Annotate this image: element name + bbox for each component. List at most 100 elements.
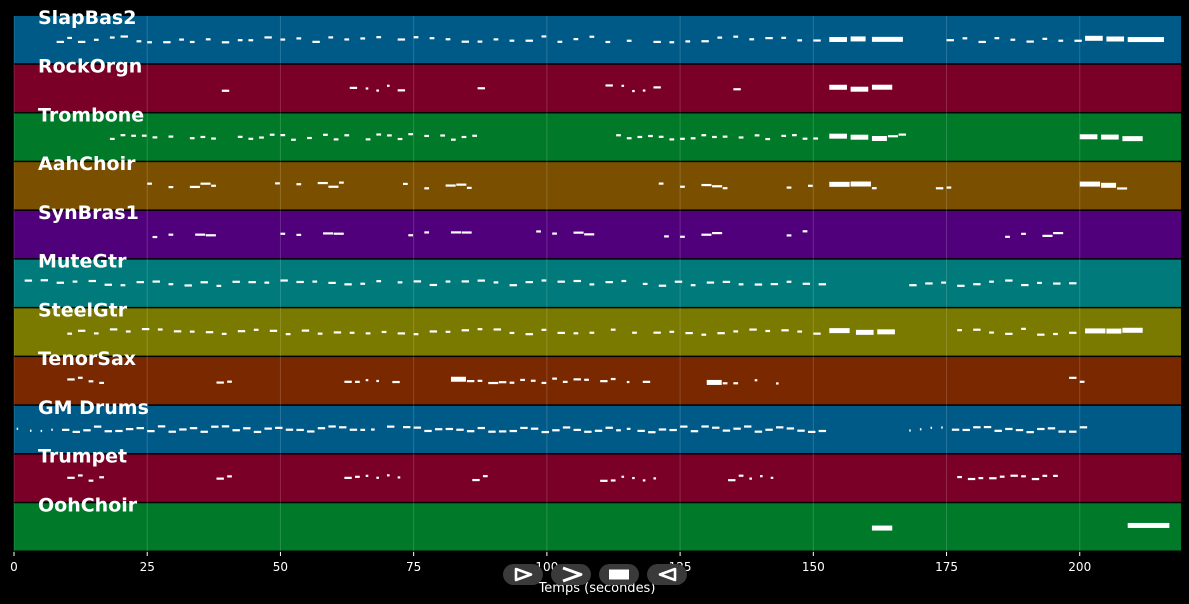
note-mark [855, 329, 874, 335]
note-mark [1053, 232, 1064, 235]
note-mark [738, 474, 744, 477]
note-mark [685, 40, 691, 43]
note-mark [403, 182, 408, 186]
note-mark [205, 234, 216, 237]
tracks-layer [14, 16, 1181, 551]
note-mark [669, 41, 675, 44]
note-mark [813, 137, 819, 140]
note-mark [461, 329, 470, 332]
note-mark [1047, 427, 1056, 430]
note-mark [248, 281, 256, 284]
note-mark [109, 36, 115, 39]
note-mark [173, 330, 182, 333]
note-mark [67, 378, 75, 381]
note-mark [216, 284, 222, 287]
note-mark [621, 84, 625, 87]
note-mark [77, 376, 83, 379]
note-mark [957, 475, 962, 479]
track-label: OohChoir [38, 494, 138, 516]
note-mark [706, 281, 715, 284]
note-mark [653, 331, 661, 334]
tick-label: 75 [406, 560, 421, 574]
note-mark [616, 134, 621, 137]
note-mark [1021, 232, 1026, 235]
track-band [14, 454, 1181, 502]
note-mark [466, 186, 472, 189]
note-mark [749, 328, 757, 331]
note-mark [179, 428, 187, 431]
note-mark [365, 474, 369, 477]
note-mark [450, 138, 456, 141]
note-mark [973, 328, 981, 331]
note-mark [653, 40, 661, 44]
note-mark [909, 429, 911, 432]
play-button[interactable] [503, 564, 543, 585]
note-mark [344, 380, 352, 383]
note-mark [248, 39, 254, 42]
note-mark [754, 134, 760, 137]
note-mark [450, 376, 466, 382]
note-mark [387, 84, 390, 87]
note-mark [211, 184, 216, 187]
rewind-button[interactable] [647, 564, 687, 585]
note-mark [802, 137, 808, 140]
stop-button[interactable] [599, 564, 639, 585]
note-mark [397, 281, 403, 284]
note-mark [1053, 474, 1058, 477]
note-mark [291, 138, 296, 141]
note-mark [498, 430, 507, 433]
note-mark [307, 430, 315, 433]
track-band [14, 308, 1181, 356]
note-mark [658, 284, 667, 287]
note-mark [520, 426, 528, 430]
note-mark [871, 84, 893, 90]
note-mark [573, 38, 579, 41]
note-mark [967, 477, 976, 481]
track-label: MuteGtr [38, 251, 127, 273]
note-mark [600, 479, 608, 482]
note-mark [259, 136, 264, 139]
note-mark [637, 135, 643, 139]
note-mark [797, 330, 803, 333]
note-mark [115, 429, 123, 433]
note-mark [424, 134, 430, 138]
note-mark [296, 183, 302, 186]
note-mark [200, 182, 211, 185]
note-mark [557, 280, 565, 283]
note-mark [264, 36, 272, 39]
note-mark [477, 87, 485, 90]
note-mark [280, 232, 286, 235]
note-mark [722, 280, 731, 283]
note-mark [387, 474, 390, 477]
note-mark [706, 379, 722, 385]
note-mark [88, 380, 94, 383]
note-mark [562, 426, 571, 429]
labels-layer: SlapBas2 RockOrgn Trombone AahChoir SynBras1… [38, 7, 149, 516]
note-mark [765, 329, 771, 333]
note-mark [887, 135, 898, 138]
note-mark [232, 280, 240, 283]
note-mark [109, 328, 118, 331]
note-mark [104, 430, 112, 433]
note-mark [973, 426, 981, 429]
note-mark [88, 479, 94, 482]
note-mark [733, 382, 739, 385]
note-mark [189, 40, 195, 44]
note-mark [605, 426, 613, 429]
note-mark [376, 36, 382, 39]
note-mark [72, 280, 78, 283]
note-mark [754, 430, 763, 433]
note-mark [850, 181, 871, 187]
note-mark [712, 232, 723, 235]
note-mark [786, 234, 792, 237]
note-mark [371, 428, 375, 431]
track-band [14, 210, 1181, 259]
note-mark [472, 478, 480, 482]
note-mark [1042, 474, 1048, 477]
note-mark [349, 86, 358, 89]
note-mark [712, 426, 720, 429]
note-mark [477, 426, 485, 430]
forward-button[interactable] [551, 564, 591, 585]
note-mark [701, 40, 709, 43]
track-band [14, 113, 1181, 161]
